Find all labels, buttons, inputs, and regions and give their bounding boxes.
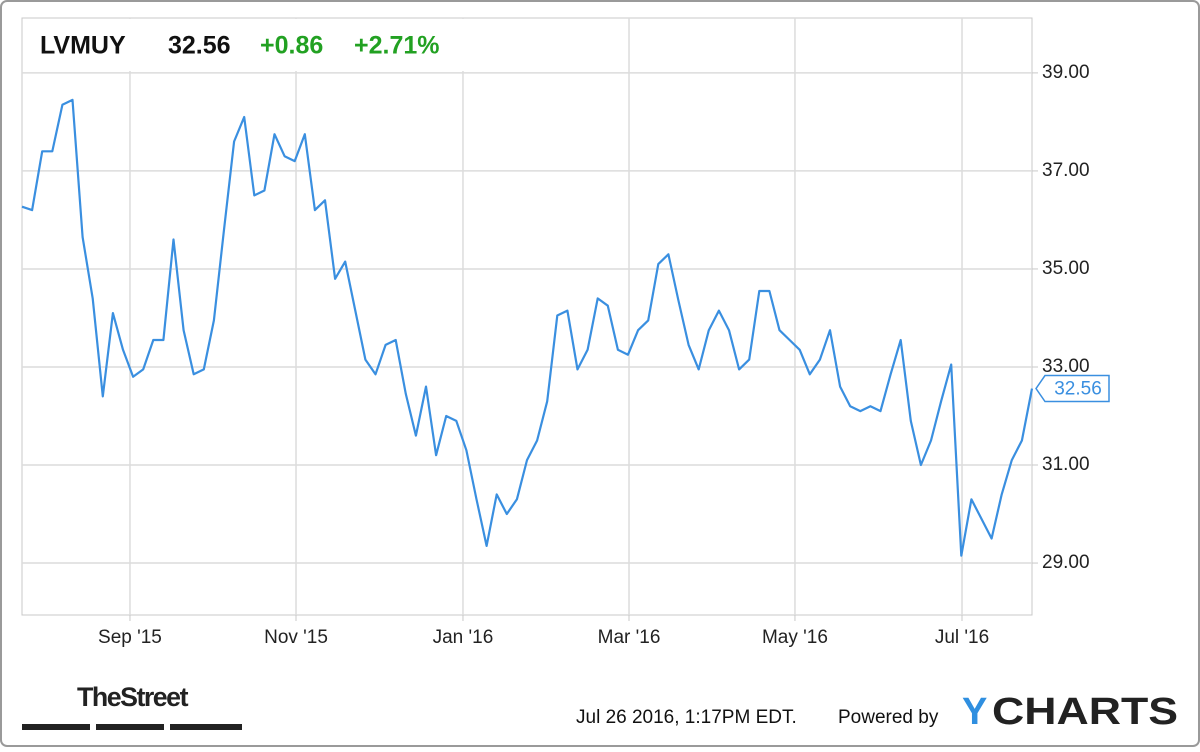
brand-left: TheStreet [77,682,188,712]
powered-by: Powered by [838,707,939,728]
brand-right-initial: Y [962,691,987,733]
last-value-tag [1035,374,1110,403]
brand-bar [96,724,164,730]
x-tick-label: May '16 [762,627,828,648]
header-box [23,19,479,71]
series: 32.56 [21,98,1110,557]
brand-bar [170,724,242,730]
brand-bar [22,724,90,730]
y-tick-label: 37.00 [1042,160,1090,181]
brand-right-rest: CHARTS [992,691,1178,733]
x-tick-label: Jan '16 [433,627,494,648]
y-tick-label: 31.00 [1042,454,1090,475]
y-tick-label: 29.00 [1042,552,1090,573]
change-percent: +2.71% [354,32,440,60]
price-line [21,98,1034,557]
x-tick-label: Nov '15 [264,627,328,648]
y-tick-label: 33.00 [1042,356,1090,377]
change: +0.86 [260,32,323,60]
y-tick-label: 39.00 [1042,62,1090,83]
price: 32.56 [168,32,231,60]
last-value-label: 32.56 [1054,379,1102,400]
timestamp: Jul 26 2016, 1:17PM EDT. [576,707,797,728]
footer: TheStreet Jul 26 2016, 1:17PM EDT. Power… [22,682,1178,733]
x-tick-label: Mar '16 [598,627,661,648]
y-tick-label: 35.00 [1042,258,1090,279]
x-tick-label: Jul '16 [935,627,989,648]
x-tick-label: Sep '15 [98,627,162,648]
plot-area [21,17,1033,616]
header: LVMUY 32.56 +0.86 +2.71% [23,19,479,71]
grid: 29.00 31.00 33.00 35.00 37.00 39.00 Sep '15 Nov… [22,18,1090,648]
symbol: LVMUY [40,32,126,60]
